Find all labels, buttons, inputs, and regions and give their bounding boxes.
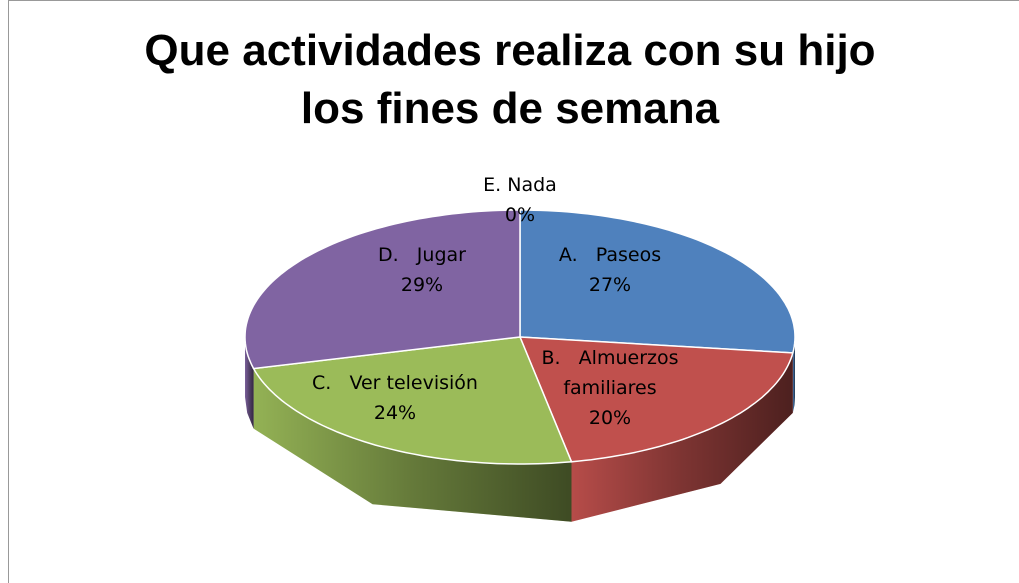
category-label: C. Ver televisión [312,372,478,394]
slice-label: E. Nada 0% [460,170,580,230]
value-label: 20% [588,407,632,429]
slice [252,336,573,465]
slice-label: D. Jugar 29% [352,240,492,300]
category-label: A. Paseos [558,244,662,266]
value-label: 29% [400,274,444,296]
slice-side-shade [253,368,572,522]
slice-side-shade [245,337,254,429]
slice [244,209,521,370]
slice-label: B. Almuerzos familiares 20% [535,343,685,433]
slice-label: C. Ver televisión 24% [275,368,515,428]
slice-label: A. Paseos 27% [530,240,690,300]
value-label: 27% [588,274,632,296]
slice [518,336,794,463]
value-label: 0% [504,204,536,226]
value-label: 24% [373,402,417,424]
slice [519,209,796,354]
category-label: B. Almuerzos familiares [541,347,685,399]
pie [244,209,796,522]
category-label: E. Nada [483,174,557,196]
category-label: D. Jugar [378,244,466,266]
chart-frame [8,0,1019,583]
slice-side-shade [792,337,795,413]
slice-side-shade [571,352,793,522]
chart-title: Que actividades realiza con su hijo los … [144,26,876,133]
